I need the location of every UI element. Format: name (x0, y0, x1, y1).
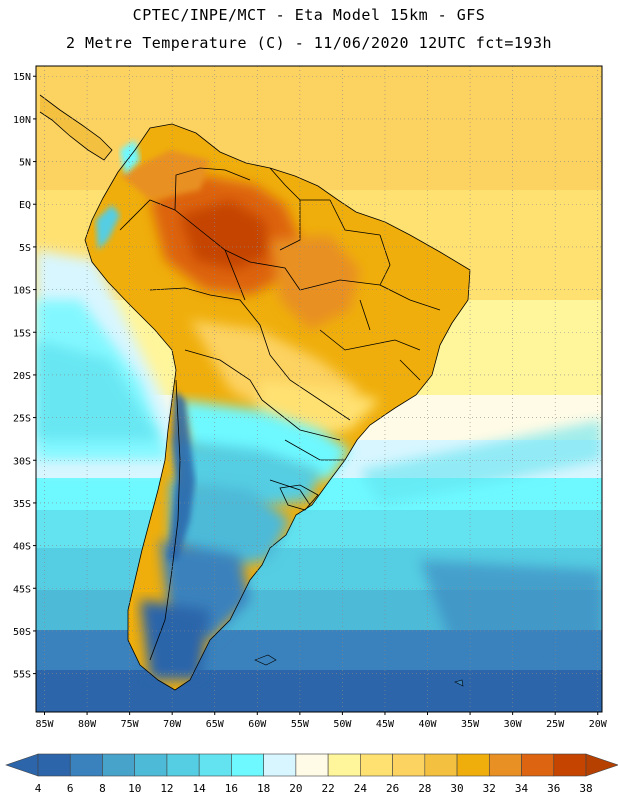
lon-label: 55W (291, 719, 310, 730)
lat-label: 10S (13, 286, 31, 297)
lat-label: EQ (19, 200, 31, 211)
colorbar-label: 18 (257, 782, 270, 795)
colorbar-swatch (263, 753, 297, 777)
colorbar-label: 10 (128, 782, 141, 795)
colorbar-swatch (553, 753, 587, 777)
colorbar-label: 38 (579, 782, 592, 795)
lat-label: 25S (13, 414, 31, 425)
colorbar-label: 22 (321, 782, 334, 795)
lon-label: 40W (418, 719, 437, 730)
lon-label: 75W (121, 719, 140, 730)
lat-label: 10N (13, 115, 31, 126)
lat-label: 30S (13, 456, 31, 467)
colorbar-label: 36 (547, 782, 560, 795)
colorbar-label: 26 (386, 782, 399, 795)
colorbar-under-triangle (5, 753, 39, 777)
lon-label: 35W (461, 719, 480, 730)
lon-label: 70W (163, 719, 182, 730)
colorbar-swatch (37, 753, 71, 777)
colorbar-swatch (521, 753, 555, 777)
colorbar-label: 30 (450, 782, 463, 795)
colorbar-label: 16 (225, 782, 238, 795)
title-line-1: CPTEC/INPE/MCT - Eta Model 15km - GFS (132, 6, 486, 24)
colorbar-label: 14 (193, 782, 207, 795)
colorbar-swatch (327, 753, 361, 777)
colorbar-swatch (102, 753, 136, 777)
colorbar-swatch (424, 753, 458, 777)
colorbar-swatch (456, 753, 490, 777)
colorbar-over-triangle (585, 753, 618, 777)
lon-label: 20W (589, 719, 608, 730)
title-line-2: 2 Metre Temperature (C) - 11/06/2020 12U… (65, 34, 553, 52)
lon-label: 80W (78, 719, 97, 730)
colorbar-swatch (360, 753, 393, 777)
lon-label: 45W (376, 719, 395, 730)
lon-label: 60W (248, 719, 267, 730)
lat-label: 15S (13, 328, 31, 339)
longitude-labels: 85W 80W 75W 70W 65W 60W 55W 50W 45W 40W 35W 30W 25W 2… (35, 712, 608, 730)
colorbar-label: 32 (483, 782, 496, 795)
lon-label: 85W (35, 719, 54, 730)
colorbar-label: 6 (67, 782, 74, 795)
colorbar-swatch (392, 753, 426, 777)
lat-label: 50S (13, 627, 31, 638)
colorbar-label: 24 (354, 782, 368, 795)
islands (254, 654, 464, 687)
lat-label: 55S (13, 670, 31, 681)
lat-label: 5N (19, 158, 31, 169)
lat-label: 35S (13, 499, 31, 510)
temperature-field (36, 66, 602, 712)
colorbar-swatch (134, 753, 168, 777)
lon-label: 30W (504, 719, 523, 730)
lon-label: 25W (546, 719, 565, 730)
colorbar-swatch (295, 753, 329, 777)
colorbar-swatch (69, 753, 103, 777)
colorbar-swatch (488, 753, 522, 777)
colorbar-swatch (231, 753, 264, 777)
colorbar-swatch (166, 753, 200, 777)
lat-label: 5S (19, 243, 31, 254)
lon-label: 65W (206, 719, 225, 730)
colorbar: 4 6 8 10 12 14 16 18 20 22 24 26 28 30 32 34 36 38 (5, 753, 618, 795)
lat-label: 15N (13, 72, 31, 83)
colorbar-label: 20 (289, 782, 302, 795)
map-frame (35, 65, 603, 713)
colorbar-label: 34 (515, 782, 529, 795)
lat-label: 40S (13, 542, 31, 553)
colorbar-label: 8 (99, 782, 106, 795)
colorbar-label: 4 (35, 782, 42, 795)
lon-label: 50W (333, 719, 352, 730)
colorbar-swatch (198, 753, 232, 777)
latitude-labels: 15N 10N 5N EQ 5S 10S 15S 20S 25S 30S 35S 40S 45S 50S 5… (13, 72, 36, 681)
lat-label: 45S (13, 584, 31, 595)
colorbar-label: 28 (418, 782, 431, 795)
colorbar-label: 12 (160, 782, 173, 795)
country-borders (39, 94, 471, 691)
lat-label: 20S (13, 371, 31, 382)
